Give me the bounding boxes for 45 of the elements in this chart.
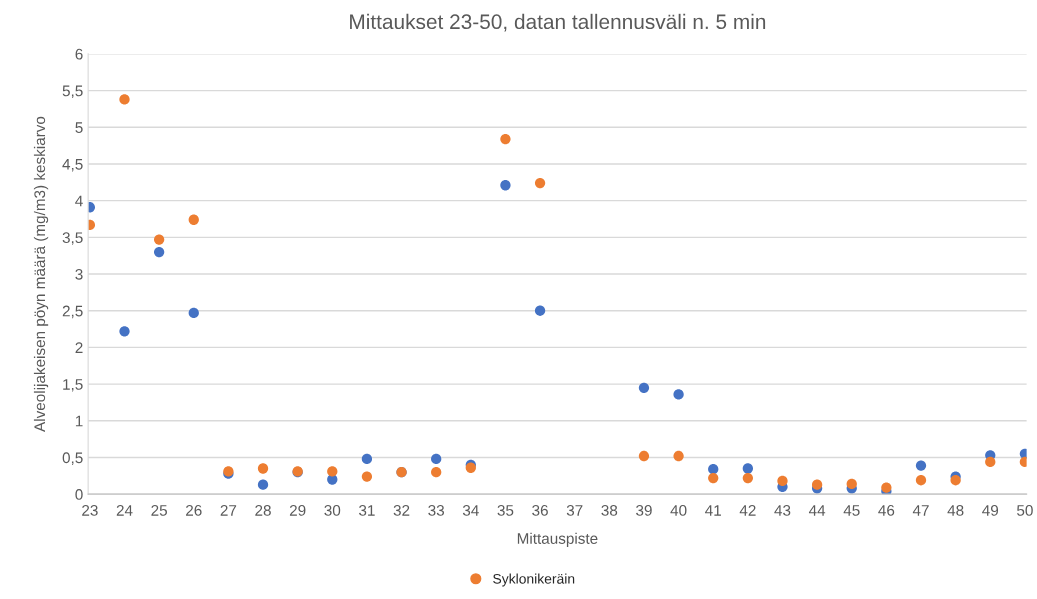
x-tick-label: 32 [393,505,410,516]
x-tick-label: 47 [912,505,929,516]
x-tick-label: 28 [255,505,271,516]
x-tick-label: 40 [670,505,687,516]
x-tick-label: 23 [82,505,98,516]
y-tick-label: 5,5 [62,85,83,99]
x-tick-label: 29 [289,505,306,516]
x-tick-label: 38 [601,505,618,516]
y-axis-title: Alveolijakeisen pöyn määrä (mg/m3) keskiarvo [33,116,49,432]
x-tick-label: 49 [982,505,999,516]
y-tick-label: 3 [75,268,83,280]
y-tick-label: 1,5 [63,379,83,392]
x-tick-label: 39 [636,505,652,516]
y-tick-label: 0,5 [62,452,83,465]
x-tick-label: 31 [359,505,375,516]
y-tick-label: 4 [75,195,83,207]
x-tick-label: 30 [324,505,341,516]
x-tick-label: 35 [497,505,514,516]
y-tick-label: 3,5 [62,232,83,245]
x-tick-label: 37 [566,505,583,516]
x-tick-label: 48 [947,505,964,516]
y-tick-label: 2 [75,342,83,353]
x-tick-label: 24 [116,505,133,516]
x-tick-label: 43 [774,505,791,516]
x-axis-title: Mittauspiste [517,532,598,547]
x-tick-label: 42 [739,505,756,516]
y-tick-label: 4,5 [62,159,83,172]
legend-label: Syklonikeräin [493,573,575,587]
x-tick-label: 44 [808,505,826,516]
x-tick-label: 41 [705,505,721,516]
x-tick-label: 46 [878,505,895,516]
y-tick-label: 0 [75,489,83,500]
x-tick-label: 36 [532,505,548,516]
y-tick-label: 1 [75,415,83,427]
x-tick-label: 33 [428,505,445,516]
y-tick-label: 6 [75,48,83,60]
x-tick-label: 50 [1017,505,1033,516]
x-tick-label: 26 [186,505,202,516]
x-tick-label: 45 [843,505,860,516]
chart-title: Mittaukset 23-50, datan tallennusväli n. 5 min [350,13,766,32]
y-tick-label: 2,5 [62,305,83,319]
x-tick-label: 34 [462,505,479,516]
y-tick-label: 5 [75,122,83,133]
x-tick-label: 27 [220,505,237,516]
x-tick-label: 25 [151,505,167,516]
